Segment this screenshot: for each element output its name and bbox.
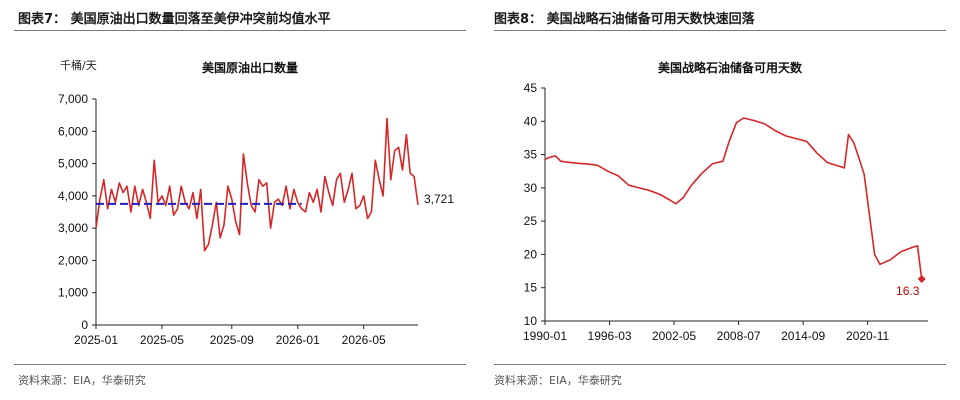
chart-title: 美国战略石油储备可用天数 (658, 60, 803, 75)
figure-7: 图表7： 美国原油出口数量回落至美伊冲突前均值水平 千桶/天 美国原油出口数量 0 1… (14, 12, 466, 387)
x-tick-label: 2025-05 (140, 333, 184, 347)
chart-title: 美国原油出口数量 (202, 60, 298, 75)
figure-7-source: 资料来源：EIA，华泰研究 (18, 374, 146, 387)
figure-8: 图表8： 美国战略石油储备可用天数快速回落 美国战略石油储备可用天数 10 15 20… (480, 0, 960, 400)
x-tick-label: 2002-05 (652, 329, 696, 343)
last-point-marker (917, 275, 926, 284)
y-tick-label: 45 (524, 81, 538, 95)
y-tick-label: 15 (524, 281, 538, 295)
y-tick-label: 40 (524, 114, 538, 128)
y-tick-label: 30 (524, 181, 538, 195)
y-axis-unit: 千桶/天 (60, 58, 97, 72)
figure-8-source: 资料来源：EIA，华泰研究 (494, 374, 622, 387)
series-line-exports (95, 117, 419, 252)
y-tick-label: 1,000 (58, 286, 88, 300)
figure-8-bottom-rule (494, 364, 946, 365)
x-tick-label: 2008-07 (717, 329, 761, 343)
figure-7-top-rule (14, 30, 466, 31)
x-tick-label: 2014-09 (781, 329, 825, 343)
figure-8-top-rule (494, 30, 946, 31)
x-tick-label: 2025-01 (74, 333, 118, 347)
x-tick-label: 2026-05 (342, 333, 386, 347)
y-tick-label: 4,000 (58, 189, 88, 203)
y-tick-label: 20 (524, 247, 538, 261)
x-tick-label: 2026-01 (276, 333, 320, 347)
y-tick-label: 2,000 (58, 253, 88, 267)
y-tick-label: 10 (524, 314, 538, 328)
x-tick-label: 2020-11 (846, 329, 889, 343)
series-line-spr-days (544, 117, 923, 280)
y-tick-label: 5,000 (58, 157, 88, 171)
y-tick-label: 3,000 (58, 221, 88, 235)
figure-7-bottom-rule (14, 364, 466, 365)
figure-7-caption: 图表7： 美国原油出口数量回落至美伊冲突前均值水平 (18, 12, 331, 27)
figure-8-caption: 图表8： 美国战略石油储备可用天数快速回落 (494, 12, 755, 27)
y-tick-label: 35 (524, 148, 538, 162)
x-tick-label: 1990-01 (523, 329, 567, 343)
last-value-label: 16.3 (896, 284, 920, 298)
y-tick-label: 25 (524, 214, 538, 228)
x-tick-label: 2025-09 (210, 333, 254, 347)
last-value-label: 3,721 (424, 192, 454, 206)
spr-days-chart: 美国战略石油储备可用天数 10 15 20 25 30 35 40 45 1990-01 1996-… (523, 60, 928, 343)
y-tick-label: 7,000 (58, 92, 88, 106)
crude-export-chart: 千桶/天 美国原油出口数量 0 1,000 2,000 3,000 4,000 5,000 6,… (58, 58, 454, 347)
x-tick-label: 1996-03 (588, 329, 632, 343)
y-tick-label: 6,000 (58, 124, 88, 138)
y-tick-label: 0 (81, 318, 88, 332)
